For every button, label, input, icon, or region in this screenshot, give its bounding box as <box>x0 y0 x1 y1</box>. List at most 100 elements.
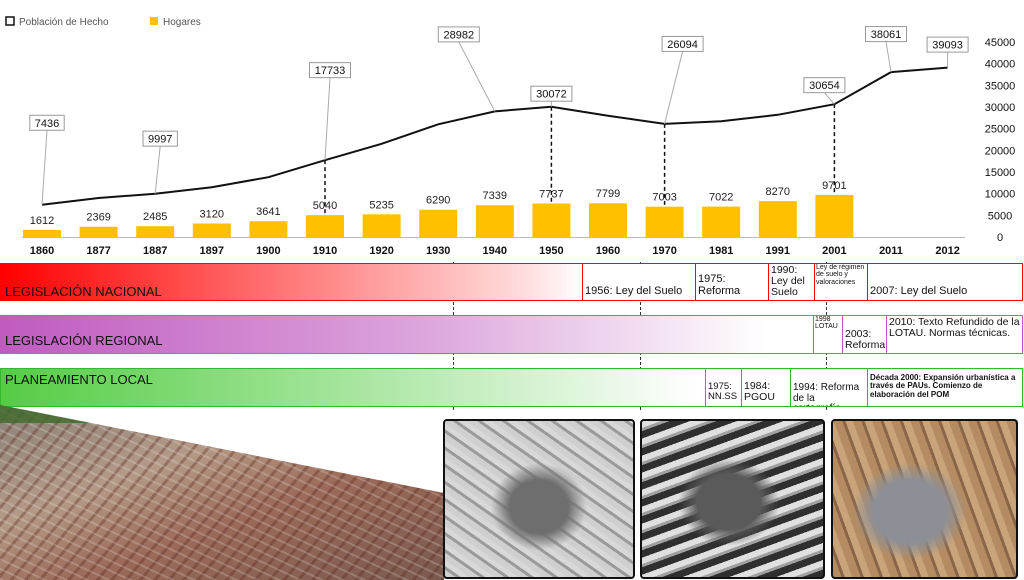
callout-leader <box>824 92 835 105</box>
x-tick-label: 1970 <box>652 245 676 257</box>
y-tick-label: 10000 <box>985 189 1016 201</box>
household-bar <box>249 221 288 237</box>
marker-dashed-lines <box>324 104 836 216</box>
household-bar <box>532 203 571 237</box>
population-value-label: 26094 <box>667 39 698 51</box>
callout-box <box>309 62 351 79</box>
band-title: LEGISLACIÓN REGIONAL <box>5 333 163 348</box>
population-value-label: 30654 <box>809 80 840 92</box>
milestone-1975-nnss: 1975: NN.SS <box>705 369 741 406</box>
callout-box <box>29 114 65 131</box>
callout-box <box>803 77 846 94</box>
x-tick-label: 1860 <box>30 245 54 257</box>
callout-leader <box>885 41 892 73</box>
population-value-label: 39093 <box>932 40 963 52</box>
household-value-label: 5040 <box>313 200 337 212</box>
x-tick-label: 1910 <box>313 245 337 257</box>
household-bar <box>758 201 797 237</box>
household-bar <box>306 215 344 237</box>
legend-swatch-population <box>5 16 15 26</box>
band-title: LEGISLACIÓN NACIONAL <box>5 284 162 299</box>
callout-box <box>142 130 178 147</box>
callout-leader <box>458 41 496 112</box>
milestone-1984-pgou: 1984: PGOU <box>741 369 790 406</box>
y-tick-label: 45000 <box>985 37 1016 49</box>
x-tick-label: 1930 <box>426 245 450 257</box>
x-tick-label: 1991 <box>766 245 790 257</box>
population-value-label: 30072 <box>536 89 567 101</box>
y-tick-label: 20000 <box>985 145 1016 157</box>
household-value-label: 7339 <box>483 190 507 202</box>
y-tick-label: 25000 <box>985 124 1016 136</box>
callout-box <box>661 35 704 52</box>
milestone-1990: 1990: Ley del Suelo <box>768 264 814 300</box>
x-tick-label: 1981 <box>709 245 733 257</box>
milestone-ley-regimen-suelo: Ley de régimen de suelo y valoraciones <box>814 264 867 300</box>
x-tick-label: 2001 <box>822 245 846 257</box>
x-tick-label: 1950 <box>539 245 563 257</box>
household-value-label: 7737 <box>539 188 563 200</box>
population-value-label: 38061 <box>871 29 902 41</box>
callout-box <box>926 36 969 53</box>
callout-leader <box>154 146 161 194</box>
chart-legend: Población de Hecho Hogares <box>5 16 201 28</box>
household-bar <box>192 223 231 237</box>
milestone-decada-2000: Década 2000: Expansión urbanística a tra… <box>867 369 1022 406</box>
aerial-city-photo <box>0 405 444 580</box>
band-legislacion-regional: LEGISLACIÓN REGIONAL 1998 LOTAU 2003: Re… <box>0 315 1023 354</box>
milestone-2010: 2010: Texto Refundido de la LOTAU. Norma… <box>886 316 1022 353</box>
y-tick-label: 40000 <box>985 59 1016 71</box>
household-labels: 1612 2369 2485 3120 3641 5040 5235 6290 7339 7737… <box>30 180 847 227</box>
household-bar <box>79 226 118 237</box>
household-bar <box>589 203 627 237</box>
milestone-2007: 2007: Ley del Suelo <box>867 264 1022 300</box>
household-value-label: 7003 <box>652 192 676 204</box>
milestone-1956: 1956: Ley del Suelo <box>582 264 695 300</box>
callout-leader <box>664 51 684 125</box>
vegetation-patch <box>0 405 160 423</box>
household-bar <box>23 230 61 237</box>
x-tick-label: 2012 <box>935 245 959 257</box>
population-value-label: 9997 <box>148 134 172 146</box>
x-tick-label: 1877 <box>86 245 110 257</box>
household-value-label: 7022 <box>709 192 733 204</box>
milestone-1994: 1994: Reforma de la cartografía <box>790 369 867 406</box>
callout-leader <box>41 130 48 205</box>
x-tick-label: 1960 <box>596 245 620 257</box>
household-value-label: 2485 <box>143 211 167 223</box>
milestone-2003: 2003: Reforma <box>842 316 886 353</box>
population-chart: Población de Hecho Hogares 7436 9997 17733… <box>5 16 1016 257</box>
y-tick-label: 30000 <box>985 102 1016 114</box>
y-tick-label: 0 <box>997 232 1003 244</box>
callout-box <box>437 26 480 43</box>
satellite-aerial-photo <box>831 419 1018 579</box>
legend-swatch-households <box>150 17 158 25</box>
household-value-label: 3120 <box>200 208 224 220</box>
population-value-label: 7436 <box>35 118 59 130</box>
x-tick-label: 2011 <box>879 245 903 257</box>
household-bar <box>136 226 175 237</box>
household-bar <box>702 206 741 237</box>
population-value-label: 17733 <box>315 65 346 77</box>
band-title: PLANEAMIENTO LOCAL <box>5 372 153 387</box>
band-legislacion-nacional: LEGISLACIÓN NACIONAL 1956: Ley del Suelo… <box>0 263 1023 301</box>
band-planeamiento-local: PLANEAMIENTO LOCAL 1975: NN.SS 1984: PGO… <box>0 368 1023 407</box>
legend-label-households: Hogares <box>163 17 201 28</box>
x-tick-label: 1920 <box>369 245 393 257</box>
household-bar <box>419 209 458 237</box>
legend-label-population: Población de Hecho <box>19 17 109 28</box>
historic-aerial-photo-1 <box>443 419 635 579</box>
household-value-label: 5235 <box>369 199 393 211</box>
household-value-label: 3641 <box>256 206 280 218</box>
x-axis-ticks: 1860 1877 1887 1897 1900 1910 1920 1930 1940 1950… <box>30 245 960 257</box>
household-value-label: 6290 <box>426 195 450 207</box>
y-tick-label: 5000 <box>988 210 1012 222</box>
household-bar <box>645 206 684 237</box>
x-tick-label: 1887 <box>143 245 167 257</box>
household-value-label: 1612 <box>30 215 54 227</box>
population-value-label: 28982 <box>444 29 475 41</box>
milestone-1998-lotau: 1998 LOTAU <box>813 316 842 353</box>
callout-box <box>530 85 573 102</box>
population-labels: 7436 9997 17733 28982 30072 26094 30654 38061 39… <box>29 26 969 205</box>
y-tick-label: 15000 <box>985 167 1016 179</box>
